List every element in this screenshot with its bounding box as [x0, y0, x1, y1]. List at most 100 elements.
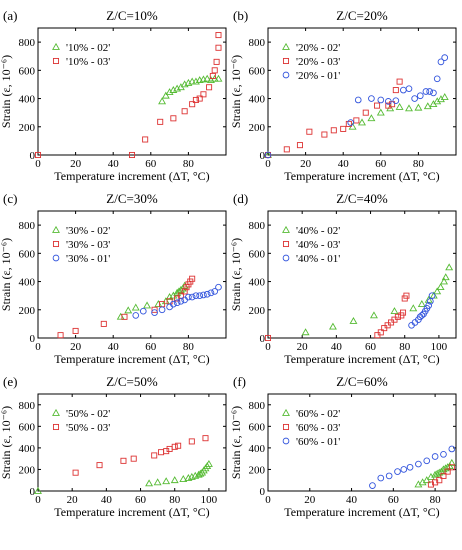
legend-label: '20% - 02': [296, 42, 340, 54]
x-axis-label: Temperature increment (ΔT, °C): [54, 505, 209, 519]
legend-label: '50% - 03': [66, 422, 110, 434]
data-point: [411, 95, 418, 102]
data-point: [139, 307, 147, 315]
data-point: [400, 466, 408, 473]
data-point: [425, 302, 432, 309]
chart-title: Z/C=60%: [336, 374, 388, 389]
data-point: [130, 455, 137, 462]
data-point: [202, 435, 209, 442]
data-point: [321, 131, 328, 138]
y-axis-label: Strain (ε, 10⁻⁶): [0, 238, 13, 311]
x-tick-label: 60: [145, 341, 157, 353]
x-tick-label: 0: [265, 341, 271, 353]
data-point: [200, 291, 207, 299]
x-tick-label: 80: [413, 158, 425, 170]
legend-marker: [282, 71, 290, 79]
data-point: [367, 114, 376, 122]
data-point: [405, 85, 413, 93]
y-tick-label: 0: [30, 333, 36, 345]
data-point: [409, 304, 418, 312]
series-group: [369, 445, 456, 489]
x-tick-label: 0: [35, 158, 41, 170]
legend-label: '60% - 01': [296, 436, 340, 448]
data-point: [34, 486, 42, 494]
data-point: [430, 89, 437, 97]
data-point: [211, 288, 219, 295]
legend-marker: [52, 423, 60, 431]
x-tick-label: 80: [183, 341, 195, 353]
data-point: [158, 306, 166, 314]
data-point: [301, 328, 310, 336]
panel-label: (b): [233, 8, 248, 23]
series-group: [158, 74, 223, 105]
data-point: [353, 117, 360, 124]
x-tick-label: 60: [135, 494, 147, 506]
x-tick-label: 100: [431, 341, 448, 353]
data-point: [406, 463, 414, 471]
x-tick-label: 20: [70, 158, 82, 170]
data-point: [165, 88, 174, 96]
data-point: [440, 93, 449, 100]
data-point: [385, 102, 392, 109]
data-point: [415, 460, 422, 468]
data-point: [414, 103, 423, 111]
data-point: [96, 462, 103, 469]
y-tick-label: 400: [249, 443, 266, 455]
data-point: [132, 312, 140, 319]
legend-marker: [282, 225, 290, 233]
series-group: [264, 78, 403, 159]
data-point: [120, 457, 127, 464]
legend-marker: [52, 240, 60, 248]
data-point: [194, 470, 203, 478]
panel-label: (a): [3, 8, 17, 23]
data-point: [347, 119, 355, 126]
data-point: [436, 283, 445, 291]
y-tick-label: 800: [19, 37, 36, 49]
data-point: [384, 98, 392, 105]
data-point: [211, 67, 218, 74]
y-tick-label: 800: [19, 220, 36, 232]
data-point: [394, 313, 401, 320]
data-point: [436, 477, 443, 484]
y-tick-label: 800: [19, 400, 36, 412]
data-point: [192, 96, 199, 103]
data-point: [328, 322, 337, 330]
legend-marker: [52, 408, 60, 416]
chart-title: Z/C=30%: [106, 191, 158, 206]
data-point: [437, 58, 445, 66]
x-axis-label: Temperature increment (ΔT, °C): [54, 352, 209, 366]
data-point: [392, 97, 400, 105]
data-point: [188, 438, 195, 445]
data-point: [330, 127, 337, 134]
legend-label: '60% - 02': [296, 408, 340, 420]
legend-marker: [282, 423, 290, 431]
y-tick-label: 200: [249, 305, 266, 317]
chart-panel: Z/C=20%(b)0 20 40 60 800200400600800Temperat…: [229, 8, 457, 183]
legend-marker: [282, 42, 290, 50]
legend-marker: [52, 225, 60, 233]
x-axis-label: Temperature increment (ΔT, °C): [54, 169, 209, 183]
y-tick-label: 400: [19, 94, 36, 106]
data-point: [179, 475, 188, 482]
data-point: [188, 77, 197, 85]
legend-label: '30% - 01': [66, 253, 110, 265]
x-tick-label: 80: [430, 494, 442, 506]
y-tick-label: 200: [249, 464, 266, 476]
data-point: [418, 312, 426, 319]
data-point: [377, 329, 384, 336]
data-point: [181, 108, 188, 115]
y-tick-label: 800: [249, 37, 266, 49]
data-point: [445, 263, 454, 271]
data-point: [72, 327, 79, 334]
data-point: [447, 458, 456, 466]
chart-title: Z/C=40%: [336, 191, 388, 206]
legend-label: '40% - 01': [296, 253, 340, 265]
legend-marker: [282, 254, 290, 262]
x-tick-label: 0: [35, 341, 41, 353]
data-point: [433, 287, 442, 295]
series-group: [264, 54, 449, 159]
data-point: [362, 109, 369, 116]
data-point: [426, 88, 434, 95]
data-point: [170, 476, 179, 484]
data-point: [171, 443, 178, 450]
